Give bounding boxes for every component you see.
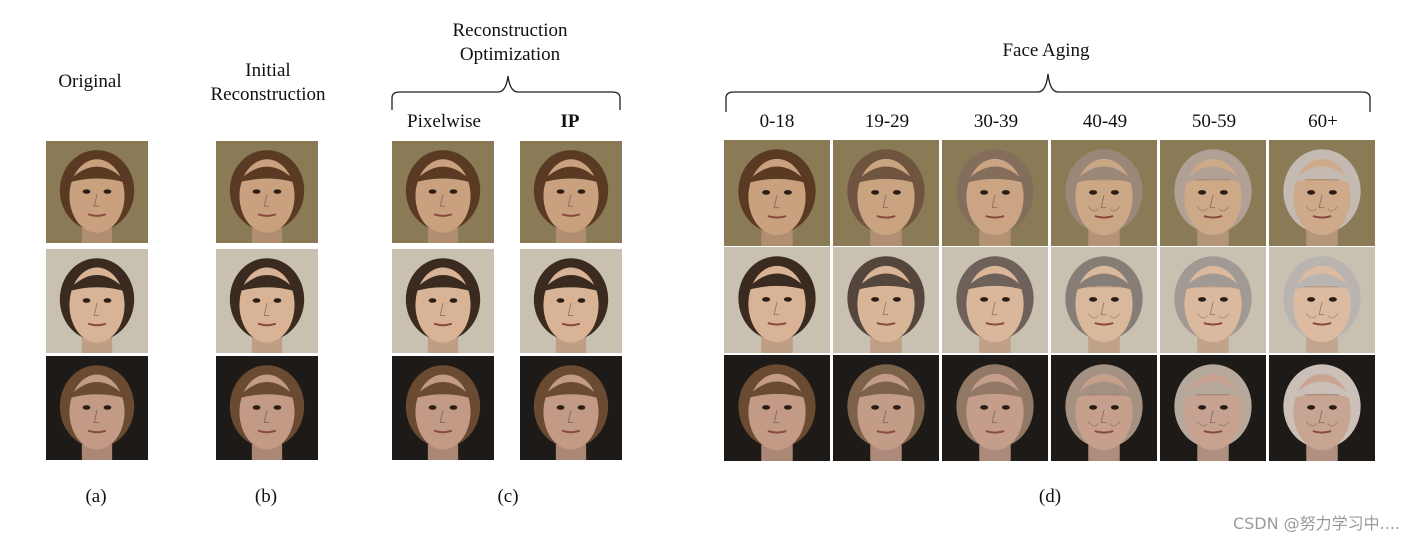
face-image-row1-age-5 — [1269, 140, 1375, 246]
face-image-row3-age-1 — [833, 355, 939, 461]
face-image-row3-initial — [216, 356, 318, 460]
age-label-0: 0-18 — [759, 111, 795, 132]
age-label-5: 60+ — [1308, 111, 1338, 132]
face-image-row2-pixelwise — [392, 249, 494, 353]
face-image-row2-age-0 — [724, 247, 830, 353]
face-image-row3-age-0 — [724, 355, 830, 461]
face-image-row3-ip — [520, 356, 622, 460]
face-image-row1-original — [46, 141, 148, 243]
face-image-row2-age-1 — [833, 247, 939, 353]
face-image-row3-original — [46, 356, 148, 460]
face-image-row3-age-2 — [942, 355, 1048, 461]
age-label-2: 30-39 — [973, 111, 1019, 132]
header-ip: IP — [560, 111, 580, 132]
face-image-row1-age-0 — [724, 140, 830, 246]
face-image-row2-age-2 — [942, 247, 1048, 353]
brace-face-aging — [725, 73, 1371, 112]
header-original: Original — [58, 71, 122, 92]
face-image-row1-initial — [216, 141, 318, 243]
caption-b: (b) — [254, 486, 278, 507]
caption-c: (c) — [497, 486, 519, 507]
face-image-row1-age-1 — [833, 140, 939, 246]
header-initial-reconstruction-line1: Initial — [245, 60, 291, 81]
caption-a: (a) — [85, 486, 107, 507]
header-pixelwise: Pixelwise — [407, 111, 481, 132]
face-image-row2-initial — [216, 249, 318, 353]
watermark: CSDN @努力学习中.... — [1232, 514, 1400, 533]
face-image-row1-age-4 — [1160, 140, 1266, 246]
age-label-4: 50-59 — [1191, 111, 1237, 132]
age-label-1: 19-29 — [864, 111, 910, 132]
caption-d: (d) — [1038, 486, 1062, 507]
header-reconstruction-optimization-line2: Optimization — [459, 44, 561, 65]
header-face-aging: Face Aging — [1002, 40, 1090, 61]
face-image-row3-pixelwise — [392, 356, 494, 460]
face-image-row1-age-2 — [942, 140, 1048, 246]
face-image-row3-age-3 — [1051, 355, 1157, 461]
brace-reconstruction-optimization — [391, 75, 621, 110]
header-initial-reconstruction-line2: Reconstruction — [210, 84, 326, 105]
header-reconstruction-optimization-line1: Reconstruction — [452, 20, 568, 41]
face-image-row2-age-5 — [1269, 247, 1375, 353]
face-image-row2-original — [46, 249, 148, 353]
face-image-row1-ip — [520, 141, 622, 243]
face-image-row3-age-5 — [1269, 355, 1375, 461]
face-image-row2-age-4 — [1160, 247, 1266, 353]
face-image-row2-age-3 — [1051, 247, 1157, 353]
age-label-3: 40-49 — [1082, 111, 1128, 132]
face-image-row3-age-4 — [1160, 355, 1266, 461]
face-image-row2-ip — [520, 249, 622, 353]
face-image-row1-age-3 — [1051, 140, 1157, 246]
face-image-row1-pixelwise — [392, 141, 494, 243]
